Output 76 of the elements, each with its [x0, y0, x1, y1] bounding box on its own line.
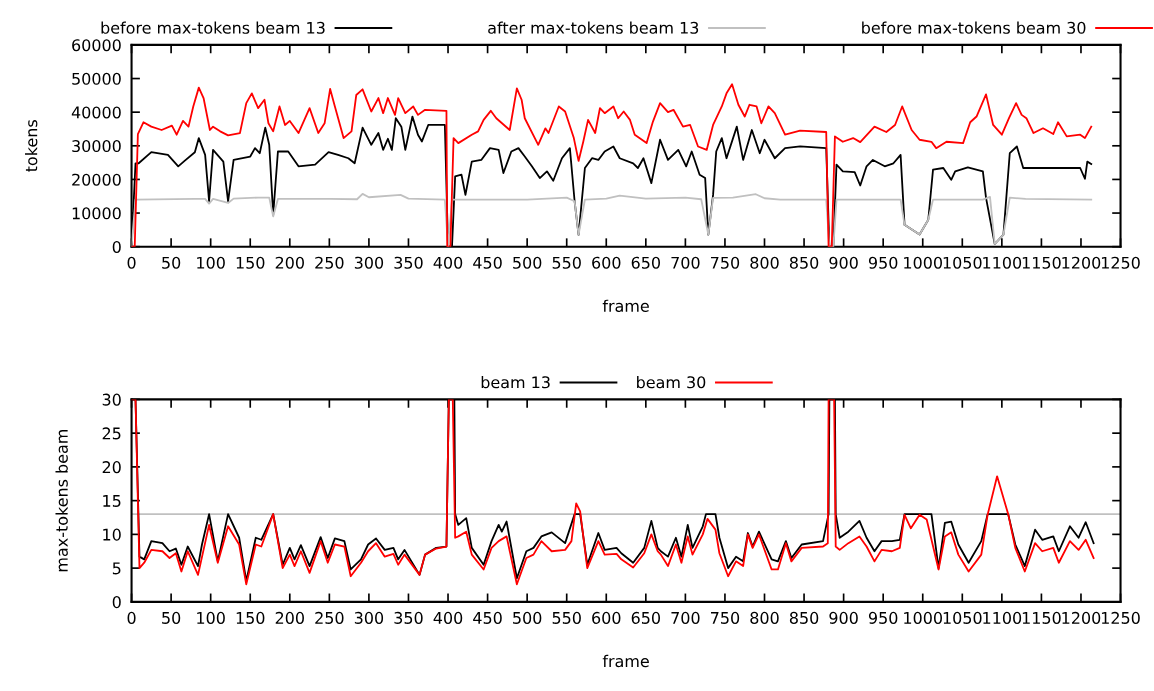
- x-tick-label: 950: [868, 256, 898, 269]
- x-tick-label: 1100: [983, 256, 1022, 269]
- y-axis-title: max-tokens beam: [55, 430, 68, 572]
- x-tick-label: 250: [315, 256, 344, 269]
- x-tick-label: 900: [829, 256, 858, 269]
- x-tick-label: 850: [789, 256, 819, 269]
- x-tick-label: 1250: [1101, 256, 1140, 269]
- x-tick-label: 600: [592, 611, 621, 624]
- x-tick-label: 1050: [943, 256, 982, 269]
- x-tick-label: 900: [829, 611, 858, 624]
- x-tick-label: 750: [711, 256, 740, 269]
- x-tick-label: 650: [631, 256, 661, 269]
- y-axis-title: tokens: [25, 120, 38, 172]
- y-tick-label: 25: [102, 427, 121, 440]
- x-tick-label: 1100: [983, 611, 1022, 624]
- x-tick-label: 1150: [1022, 256, 1061, 269]
- x-tick-label: 600: [592, 256, 621, 269]
- x-tick-label: 1000: [904, 256, 942, 269]
- legend-label: after max-tokens beam 13: [488, 21, 699, 34]
- x-tick-label: 350: [394, 256, 423, 269]
- x-tick-label: 450: [473, 611, 502, 624]
- x-tick-label: 800: [750, 611, 779, 624]
- y-tick-label: 50000: [72, 72, 121, 85]
- y-tick-label: 60000: [72, 39, 121, 52]
- x-tick-label: 400: [433, 611, 463, 624]
- legend-label: before max-tokens beam 13: [101, 21, 325, 34]
- legend-label: beam 30: [637, 375, 706, 389]
- x-tick-label: 50: [162, 611, 181, 624]
- x-tick-label: 0: [127, 256, 136, 269]
- y-tick-label: 5: [112, 562, 121, 575]
- x-tick-label: 450: [473, 256, 502, 269]
- y-tick-label: 0: [112, 596, 121, 609]
- x-tick-label: 550: [552, 256, 581, 269]
- line-series: [131, 192, 1093, 247]
- y-tick-label: 20000: [72, 173, 121, 186]
- y-tick-label: 40000: [71, 106, 121, 119]
- x-tick-label: 550: [552, 611, 581, 624]
- x-tick-label: 250: [315, 611, 344, 624]
- y-tick-label: 15: [103, 495, 121, 507]
- y-tick-label: 30000: [72, 140, 121, 153]
- x-tick-label: 750: [711, 611, 740, 624]
- x-tick-label: 200: [275, 611, 304, 624]
- y-tick-label: 10: [103, 528, 121, 541]
- x-tick-label: 700: [671, 256, 700, 269]
- x-tick-label: 300: [354, 611, 384, 624]
- x-tick-label: 950: [868, 611, 898, 624]
- x-tick-label: 1200: [1062, 611, 1101, 624]
- x-tick-label: 100: [197, 611, 225, 624]
- x-tick-label: 500: [513, 256, 542, 269]
- x-tick-label: 800: [750, 256, 779, 269]
- x-tick-label: 300: [354, 256, 384, 269]
- legend-label: beam 13: [481, 375, 550, 389]
- x-tick-label: 400: [433, 256, 463, 269]
- x-tick-label: 850: [789, 611, 819, 624]
- x-tick-label: 1250: [1101, 611, 1140, 624]
- x-tick-label: 1050: [943, 611, 982, 624]
- x-tick-label: 350: [394, 611, 423, 624]
- y-tick-label: 0: [112, 240, 121, 253]
- x-tick-label: 50: [162, 256, 181, 269]
- y-tick-label: 20: [102, 461, 121, 474]
- y-tick-label: 30: [102, 393, 121, 406]
- x-axis-title: frame: [602, 299, 649, 313]
- x-tick-label: 150: [236, 256, 265, 269]
- y-tick-label: 10000: [72, 207, 121, 220]
- x-tick-label: 0: [127, 611, 136, 624]
- x-tick-label: 700: [671, 611, 700, 624]
- x-tick-label: 650: [631, 611, 661, 624]
- x-tick-label: 500: [513, 611, 542, 624]
- x-tick-label: 200: [275, 256, 304, 269]
- x-tick-label: 100: [197, 256, 225, 269]
- x-tick-label: 1150: [1022, 611, 1061, 624]
- x-tick-label: 1200: [1062, 256, 1101, 269]
- x-axis-title: frame: [602, 654, 649, 668]
- x-tick-label: 150: [236, 611, 265, 624]
- x-tick-label: 1000: [904, 611, 942, 624]
- legend-label: before max-tokens beam 30: [862, 21, 1086, 34]
